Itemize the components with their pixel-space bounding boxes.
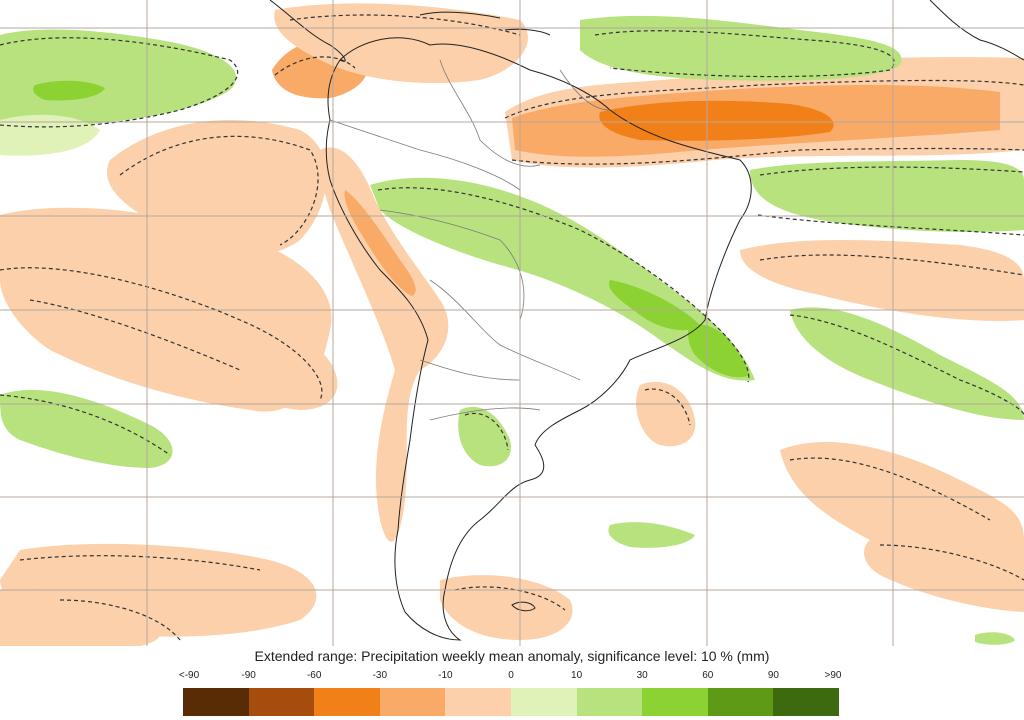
legend-swatch (248, 688, 315, 716)
anomaly-area-atlantic-east (740, 240, 1024, 321)
legend-tick-label: 30 (636, 670, 648, 681)
anomaly-area-argentina (458, 406, 511, 467)
anomaly-area-tropical-pacific-core (33, 80, 105, 101)
anomaly-area-atlantic-itcz-south (750, 160, 1024, 232)
anomaly-area-pacific-strip (142, 297, 338, 410)
anomaly-area-amazon-core (609, 280, 700, 331)
legend-tick-label: 60 (702, 670, 714, 681)
legend-tick-labels: <-90 -90 -60 -30 -10 0 10 30 60 90 >90 (179, 670, 842, 686)
anomaly-area-southeast-pacific (0, 389, 173, 468)
south-america-outline (325, 37, 752, 641)
legend-tick-label: -10 (438, 670, 453, 681)
anomaly-area-south-pacific (0, 588, 163, 646)
color-legend: <-90 -90 -60 -30 -10 0 10 30 60 90 >90 (179, 670, 842, 718)
legend-swatch (773, 688, 839, 716)
legend-swatch (707, 688, 774, 716)
legend-tick-label: 0 (508, 670, 514, 681)
map-caption: Extended range: Precipitation weekly mea… (254, 648, 770, 664)
country-borders (329, 59, 611, 421)
legend-swatch (642, 688, 708, 716)
legend-color-bar (183, 688, 839, 716)
anomaly-area-bahia (687, 324, 750, 378)
legend-swatch (379, 688, 446, 716)
anomaly-area-tropical-pacific (0, 29, 237, 129)
legend-tick-label: 10 (571, 670, 583, 681)
precipitation-anomaly-map (0, 0, 1024, 646)
legend-tick-label: -60 (306, 670, 322, 681)
caribbean-islands (419, 11, 551, 36)
anomaly-area-atlantic-central (790, 307, 1024, 420)
anomaly-area-far-south (975, 632, 1015, 645)
anomaly-area-equatorial-atlantic-max (599, 100, 834, 141)
landmasses (269, 0, 1024, 641)
legend-tick-label: -30 (372, 670, 388, 681)
legend-swatch (183, 688, 249, 716)
legend-tick-label: <-90 (178, 670, 200, 681)
legend-tick-label: >90 (824, 670, 842, 681)
anomaly-area-atlantic-mid (636, 381, 696, 447)
anomaly-area-south-atlantic-pale (608, 522, 695, 548)
anomaly-area-drake (440, 575, 573, 640)
legend-tick-label: -90 (241, 670, 256, 681)
legend-swatch (314, 688, 380, 716)
legend-swatch (576, 688, 643, 716)
anomaly-area-south-atlantic-far (864, 536, 1024, 612)
legend-tick-label: 90 (767, 670, 779, 681)
positive-anomaly-areas (0, 15, 1024, 645)
legend-swatch (510, 688, 577, 716)
anomaly-area-andes (318, 147, 449, 542)
central-america-outline (269, 0, 346, 62)
africa-outline (929, 0, 1024, 61)
legend-swatch (445, 688, 511, 716)
graticule (0, 0, 1024, 646)
anomaly-area-north-atlantic (580, 15, 902, 81)
anomaly-area-tropical-pacific-pale (0, 114, 100, 156)
